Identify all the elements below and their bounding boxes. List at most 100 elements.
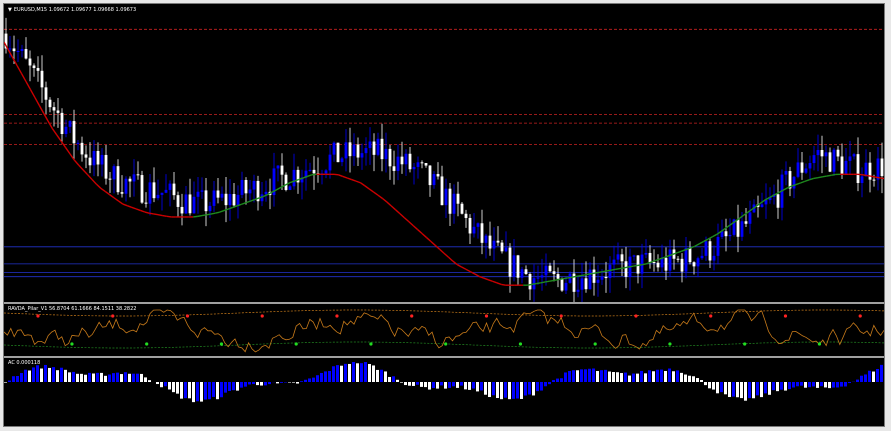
ac-bar: [804, 382, 807, 388]
candle: [24, 49, 28, 59]
oscillator-pane[interactable]: RAVDA_Pilar_V1 56.8704 61.1666 84.1511 3…: [4, 304, 884, 356]
moving-average-segment: [258, 195, 264, 199]
candle: [696, 258, 700, 267]
ac-bar: [80, 373, 83, 382]
moving-average-segment: [280, 184, 286, 188]
candle: [132, 174, 136, 182]
moving-average-segment: [4, 41, 10, 51]
candle: [564, 282, 568, 291]
ac-bar: [76, 373, 79, 382]
candle: [376, 138, 380, 155]
moving-average-segment: [584, 273, 590, 276]
candle: [200, 190, 204, 192]
ac-bar: [24, 369, 27, 382]
candle: [816, 149, 820, 156]
ac-bar: [248, 382, 251, 385]
ac-bar: [456, 382, 459, 388]
moving-average-segment: [219, 209, 225, 213]
ac-bar: [860, 375, 863, 382]
oscillator-signal-top: [185, 314, 190, 318]
ac-bar: [4, 382, 7, 383]
moving-average-segment: [91, 178, 97, 185]
moving-average-segment: [166, 215, 172, 218]
moving-average-segment: [545, 280, 550, 283]
candle: [180, 206, 184, 214]
moving-average-segment: [153, 213, 159, 216]
moving-average-segment: [232, 205, 238, 209]
moving-average-segment: [113, 197, 119, 202]
ac-bar: [680, 372, 683, 382]
ac-bar: [564, 372, 567, 382]
candle: [512, 255, 516, 277]
ac-bar: [744, 382, 747, 401]
moving-average-segment: [804, 179, 810, 183]
ac-bar: [156, 382, 159, 385]
candle: [700, 255, 704, 259]
moving-average-segment: [641, 263, 647, 266]
candle: [560, 278, 564, 291]
moving-average-segment: [87, 174, 93, 180]
chart-window[interactable]: ▼ EURUSD,M15 1.09672 1.09677 1.09668 1.09…: [3, 3, 885, 427]
ac-bar: [168, 382, 171, 390]
candle: [660, 257, 664, 268]
candle: [684, 248, 688, 272]
moving-average-segment: [549, 279, 555, 282]
ac-bar: [396, 379, 399, 382]
moving-average-segment: [751, 205, 757, 210]
ac-bar: [840, 382, 843, 387]
moving-average-segment: [272, 189, 278, 193]
candle: [204, 190, 208, 212]
ac-bar: [212, 382, 215, 397]
candle: [396, 156, 400, 171]
candle: [556, 274, 560, 279]
price-chart-pane[interactable]: ▼ EURUSD,M15 1.09672 1.09677 1.09668 1.09…: [4, 4, 884, 302]
moving-average-segment: [267, 191, 273, 195]
candle: [636, 255, 640, 274]
ac-bar: [292, 382, 295, 383]
pane-divider[interactable]: [4, 356, 884, 358]
candle: [312, 169, 316, 174]
collapse-arrow-icon[interactable]: ▼: [8, 7, 12, 13]
ac-pane[interactable]: AC 0.000118: [4, 358, 884, 426]
ac-bar: [792, 382, 795, 388]
moving-average-segment: [461, 266, 467, 270]
moving-average-segment: [501, 283, 506, 286]
ac-chart[interactable]: [4, 358, 884, 426]
moving-average-segment: [250, 198, 256, 202]
candle: [452, 193, 456, 214]
pane-divider[interactable]: [4, 302, 884, 304]
candle: [128, 178, 132, 182]
moving-average-segment: [122, 203, 128, 207]
moving-average-segment: [56, 134, 62, 142]
moving-average-segment: [100, 187, 106, 193]
moving-average-segment: [637, 263, 643, 267]
moving-average-segment: [201, 214, 207, 217]
ac-bar: [124, 372, 127, 382]
candle: [332, 142, 336, 155]
ac-bar: [56, 370, 59, 382]
candle: [880, 158, 884, 177]
candle: [336, 142, 340, 163]
candle: [632, 255, 636, 257]
candle: [324, 170, 328, 174]
candle: [852, 154, 856, 157]
candle: [652, 262, 656, 264]
moving-average-segment: [135, 208, 141, 212]
candle: [788, 171, 792, 189]
candle: [624, 261, 628, 277]
oscillator-chart[interactable]: [4, 304, 884, 356]
moving-average-segment: [536, 282, 541, 285]
candle: [728, 234, 732, 237]
candle: [432, 174, 436, 186]
price-chart[interactable]: [4, 4, 884, 302]
candle: [72, 121, 76, 144]
moving-average-segment: [531, 282, 537, 286]
ac-bar: [652, 371, 655, 382]
candle: [776, 194, 780, 208]
candle: [284, 174, 288, 190]
ac-bar: [312, 377, 315, 382]
ac-bar: [368, 363, 371, 382]
candle: [60, 112, 64, 135]
ac-bar: [324, 371, 327, 382]
ac-bar: [484, 382, 487, 395]
